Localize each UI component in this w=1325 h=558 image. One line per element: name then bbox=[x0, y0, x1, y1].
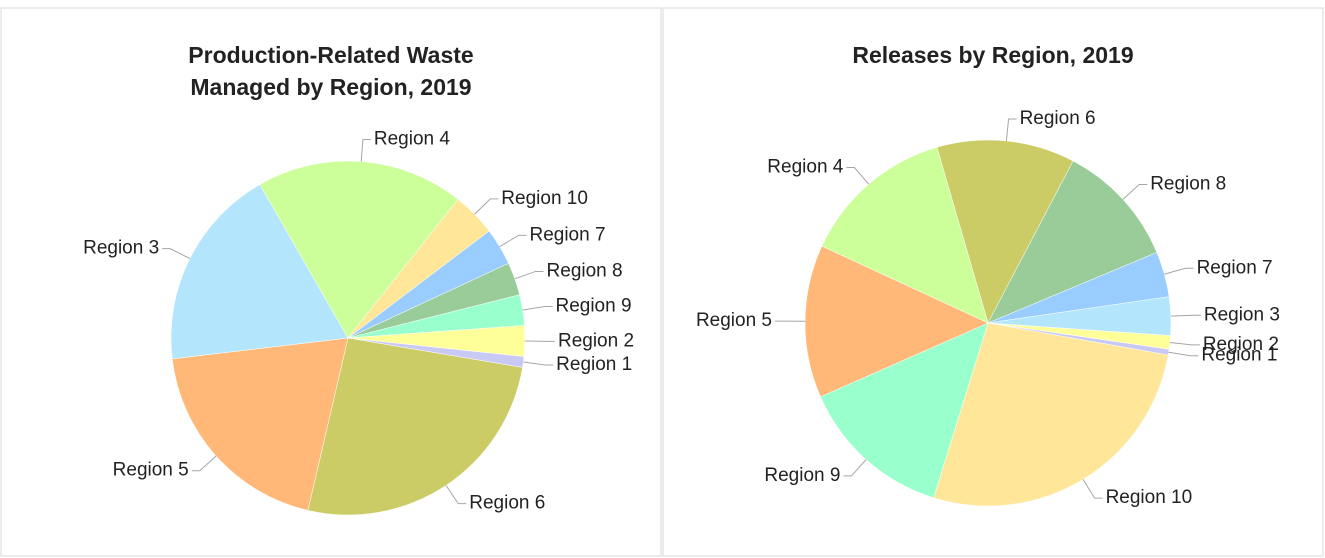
leader-line bbox=[843, 459, 867, 477]
leader-line bbox=[162, 248, 191, 259]
slice-label: Region 4 bbox=[767, 157, 843, 178]
pie-slice bbox=[259, 160, 459, 339]
pie-slice bbox=[170, 184, 349, 360]
leader-line bbox=[1122, 184, 1148, 200]
leader-line bbox=[445, 485, 467, 505]
slice-label: Region 9 bbox=[555, 296, 631, 317]
slice-label: Region 8 bbox=[547, 260, 623, 281]
slice-label: Region 1 bbox=[1201, 345, 1277, 366]
leader-line bbox=[522, 306, 553, 311]
slice-label: Region 3 bbox=[1204, 304, 1280, 325]
leader-line bbox=[1164, 267, 1194, 275]
leader-line bbox=[1168, 351, 1199, 357]
leader-line bbox=[1170, 314, 1201, 317]
chart-title: Releases by Region, 2019 bbox=[852, 42, 1133, 68]
pie-slice bbox=[987, 160, 1158, 324]
slice-label: Region 9 bbox=[764, 465, 840, 486]
chart-title: Production-Related Waste Managed by Regio… bbox=[188, 42, 473, 100]
slice-label: Region 5 bbox=[696, 310, 772, 331]
slice-label: Region 2 bbox=[558, 330, 634, 351]
leader-line bbox=[1082, 479, 1103, 499]
slice-label: Region 10 bbox=[1106, 487, 1193, 508]
slice-label: Region 5 bbox=[113, 460, 189, 481]
pie-slice bbox=[820, 322, 989, 499]
slice-label: Region 6 bbox=[1020, 108, 1096, 129]
slice-label: Region 7 bbox=[529, 224, 605, 245]
slice-label: Region 2 bbox=[1203, 334, 1279, 355]
slice-label: Region 7 bbox=[1197, 257, 1273, 278]
leader-line bbox=[499, 234, 527, 248]
slice-label: Region 8 bbox=[1150, 174, 1226, 195]
leader-line bbox=[474, 198, 499, 215]
leader-line bbox=[191, 455, 217, 472]
slice-label: Region 4 bbox=[374, 129, 450, 150]
slice-label: Region 3 bbox=[83, 238, 159, 259]
leader-line bbox=[1169, 342, 1200, 346]
slice-label: Region 6 bbox=[469, 493, 545, 514]
slice-label: Region 10 bbox=[501, 188, 588, 209]
pie-slice bbox=[936, 139, 1074, 324]
leader-line bbox=[846, 167, 870, 185]
slice-label: Region 1 bbox=[556, 354, 632, 375]
leader-line bbox=[523, 361, 554, 366]
leader-line bbox=[1005, 118, 1017, 141]
pie-slice bbox=[307, 337, 523, 516]
leader-line bbox=[514, 270, 544, 280]
leader-line bbox=[360, 139, 371, 162]
